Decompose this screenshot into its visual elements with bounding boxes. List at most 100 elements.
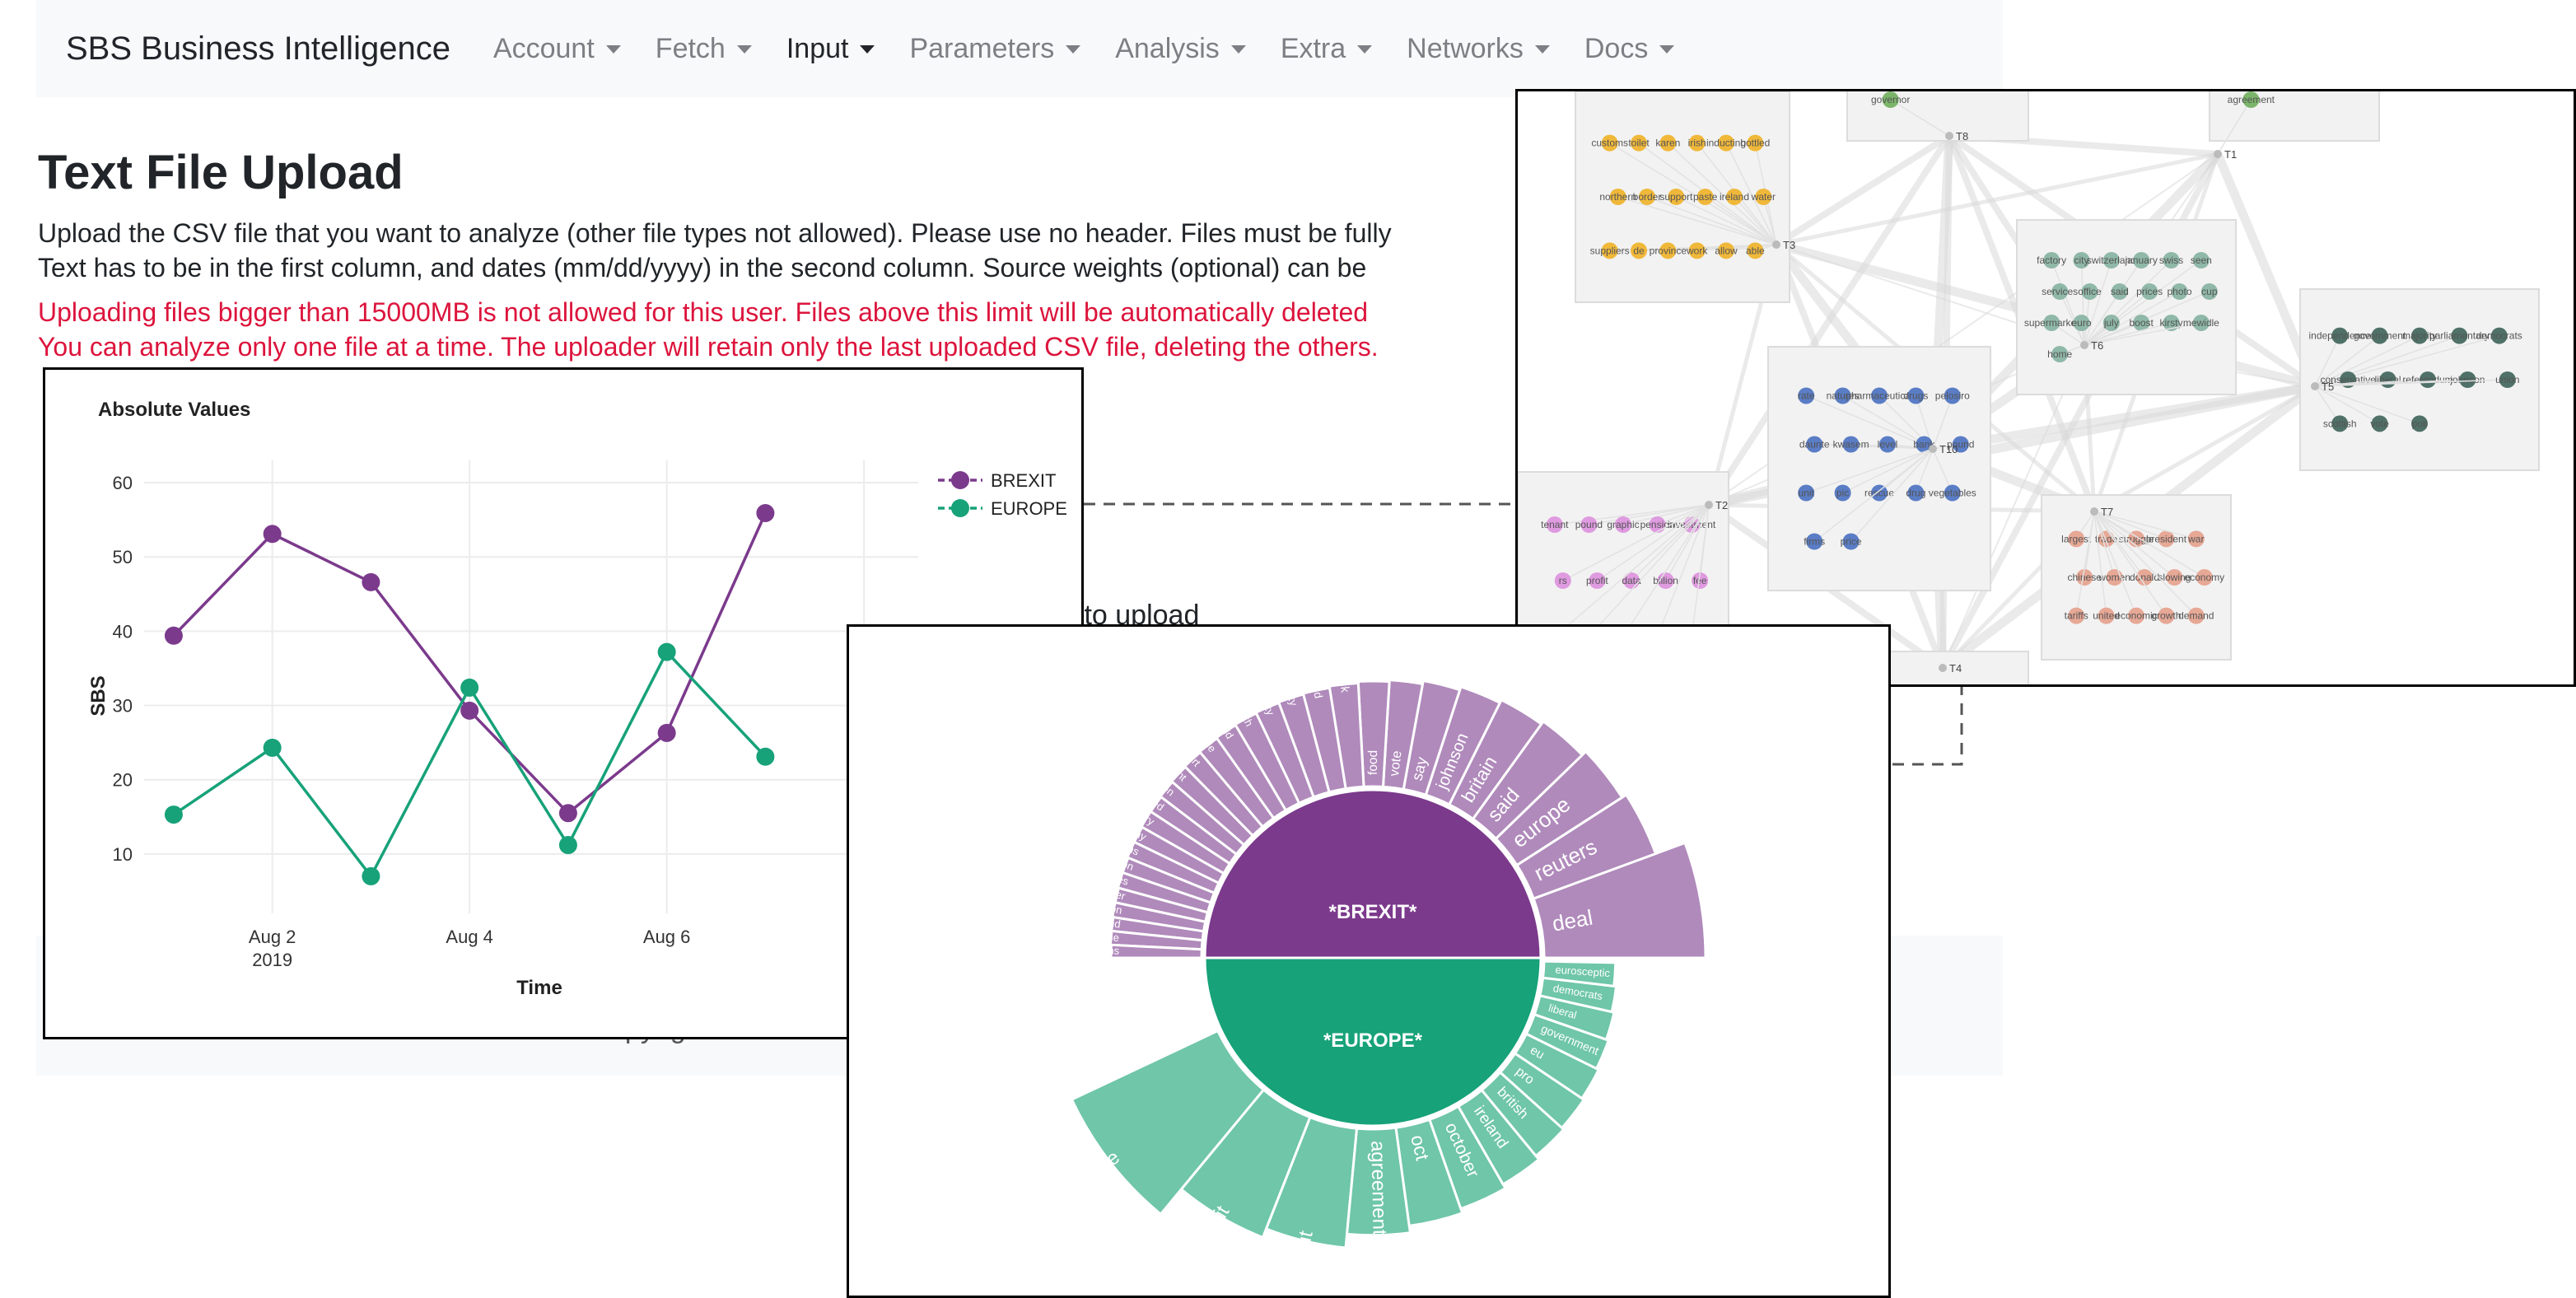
- nav-networks[interactable]: Networks: [1407, 33, 1550, 65]
- word-node[interactable]: [1747, 134, 1764, 152]
- data-point-brexit[interactable]: [558, 804, 577, 823]
- word-node[interactable]: [1952, 436, 1969, 453]
- word-node[interactable]: [2371, 415, 2388, 432]
- word-node[interactable]: [1692, 572, 1709, 589]
- word-node[interactable]: [2081, 283, 2098, 300]
- data-point-brexit[interactable]: [460, 701, 479, 720]
- word-node[interactable]: [1688, 242, 1706, 259]
- word-node[interactable]: [1842, 533, 1860, 550]
- word-node[interactable]: [2051, 346, 2069, 362]
- brexit-term-segment[interactable]: [1301, 686, 1347, 794]
- word-node[interactable]: [1755, 189, 1772, 205]
- word-node[interactable]: [2192, 252, 2210, 268]
- brexit-term-segment[interactable]: [1109, 943, 1203, 959]
- word-node[interactable]: [2451, 327, 2468, 344]
- europe-term-segment[interactable]: [1264, 1115, 1359, 1249]
- word-node[interactable]: [2043, 315, 2060, 331]
- word-node[interactable]: [1631, 242, 1647, 259]
- data-point-europe[interactable]: [756, 747, 775, 766]
- word-node[interactable]: [1798, 484, 1815, 502]
- word-node[interactable]: [2098, 607, 2115, 624]
- data-point-brexit[interactable]: [263, 525, 282, 544]
- word-node[interactable]: [1554, 572, 1571, 589]
- legend-label[interactable]: BREXIT: [991, 470, 1056, 491]
- word-node[interactable]: [1882, 91, 1899, 108]
- nav-parameters[interactable]: Parameters: [909, 33, 1081, 65]
- word-node[interactable]: [2187, 530, 2205, 548]
- topic-hub-node[interactable]: [2090, 507, 2098, 516]
- word-node[interactable]: [1806, 436, 1823, 453]
- word-node[interactable]: [1907, 484, 1925, 502]
- word-node[interactable]: [2192, 315, 2210, 331]
- topic-hub-node[interactable]: [1945, 132, 1953, 140]
- nav-analysis[interactable]: Analysis: [1115, 33, 1246, 65]
- word-node[interactable]: [2420, 371, 2436, 388]
- brexit-term-segment[interactable]: [1424, 685, 1502, 806]
- word-node[interactable]: [2073, 252, 2090, 268]
- sunburst-center-europe[interactable]: [1203, 956, 1542, 1128]
- word-node[interactable]: [1871, 387, 1888, 404]
- word-node[interactable]: [2043, 252, 2060, 268]
- word-node[interactable]: [2411, 327, 2428, 344]
- word-node[interactable]: [2136, 569, 2153, 586]
- word-node[interactable]: [1718, 242, 1734, 259]
- europe-term-segment[interactable]: [1533, 994, 1616, 1042]
- brexit-term-segment[interactable]: [1328, 681, 1365, 791]
- data-point-europe[interactable]: [164, 805, 183, 824]
- europe-term-segment[interactable]: [1480, 1070, 1566, 1158]
- brexit-term-segment[interactable]: [1381, 679, 1425, 791]
- word-node[interactable]: [1688, 134, 1706, 152]
- nav-fetch[interactable]: Fetch: [656, 33, 752, 65]
- europe-term-segment[interactable]: [1513, 1032, 1601, 1100]
- word-node[interactable]: [2102, 315, 2120, 331]
- word-node[interactable]: [1580, 516, 1598, 533]
- word-node[interactable]: [1806, 533, 1823, 550]
- brexit-term-segment[interactable]: [1514, 792, 1658, 901]
- word-node[interactable]: [2133, 315, 2150, 331]
- topic-hub-node[interactable]: [2214, 150, 2222, 158]
- brexit-term-segment[interactable]: [1447, 698, 1543, 821]
- word-node[interactable]: [2158, 530, 2175, 548]
- data-point-europe[interactable]: [460, 678, 479, 697]
- topic-hub-node[interactable]: [1939, 664, 1947, 672]
- data-point-brexit[interactable]: [362, 572, 380, 591]
- word-node[interactable]: [1944, 484, 1961, 502]
- word-node[interactable]: [1718, 134, 1734, 152]
- word-node[interactable]: [2051, 283, 2069, 300]
- topic-hub-node[interactable]: [2080, 341, 2088, 349]
- word-node[interactable]: [1601, 242, 1618, 259]
- word-node[interactable]: [2163, 252, 2180, 268]
- word-node[interactable]: [2187, 607, 2205, 624]
- word-node[interactable]: [2111, 283, 2128, 300]
- word-node[interactable]: [1696, 189, 1714, 205]
- word-node[interactable]: [1668, 189, 1685, 205]
- word-node[interactable]: [2163, 315, 2180, 331]
- europe-term-segment[interactable]: [1524, 1012, 1611, 1071]
- topic-hub-node[interactable]: [1705, 501, 1713, 509]
- word-node[interactable]: [2411, 415, 2428, 432]
- word-node[interactable]: [1834, 387, 1851, 404]
- europe-term-segment[interactable]: [1179, 1088, 1312, 1240]
- europe-term-segment[interactable]: [1070, 1029, 1266, 1216]
- brexit-term-segment[interactable]: [1254, 701, 1316, 805]
- europe-term-segment[interactable]: [1538, 976, 1618, 1014]
- word-node[interactable]: [1834, 484, 1851, 502]
- brexit-term-segment[interactable]: [1233, 712, 1301, 812]
- word-node[interactable]: [1798, 387, 1815, 404]
- brexit-term-segment[interactable]: [1471, 719, 1584, 841]
- word-node[interactable]: [1609, 189, 1626, 205]
- topic-hub-node[interactable]: [1929, 445, 1937, 453]
- topic-hub-node[interactable]: [2311, 382, 2319, 390]
- word-node[interactable]: [1726, 189, 1743, 205]
- word-node[interactable]: [2371, 327, 2388, 344]
- word-node[interactable]: [1916, 436, 1933, 453]
- data-point-europe[interactable]: [362, 866, 380, 885]
- data-point-europe[interactable]: [657, 642, 676, 661]
- brexit-term-segment[interactable]: [1402, 679, 1462, 797]
- word-node[interactable]: [2196, 569, 2213, 586]
- word-node[interactable]: [2141, 283, 2158, 300]
- word-node[interactable]: [1631, 134, 1647, 152]
- navbar-brand[interactable]: SBS Business Intelligence: [66, 30, 450, 67]
- word-node[interactable]: [1944, 387, 1961, 404]
- nav-extra[interactable]: Extra: [1281, 33, 1373, 65]
